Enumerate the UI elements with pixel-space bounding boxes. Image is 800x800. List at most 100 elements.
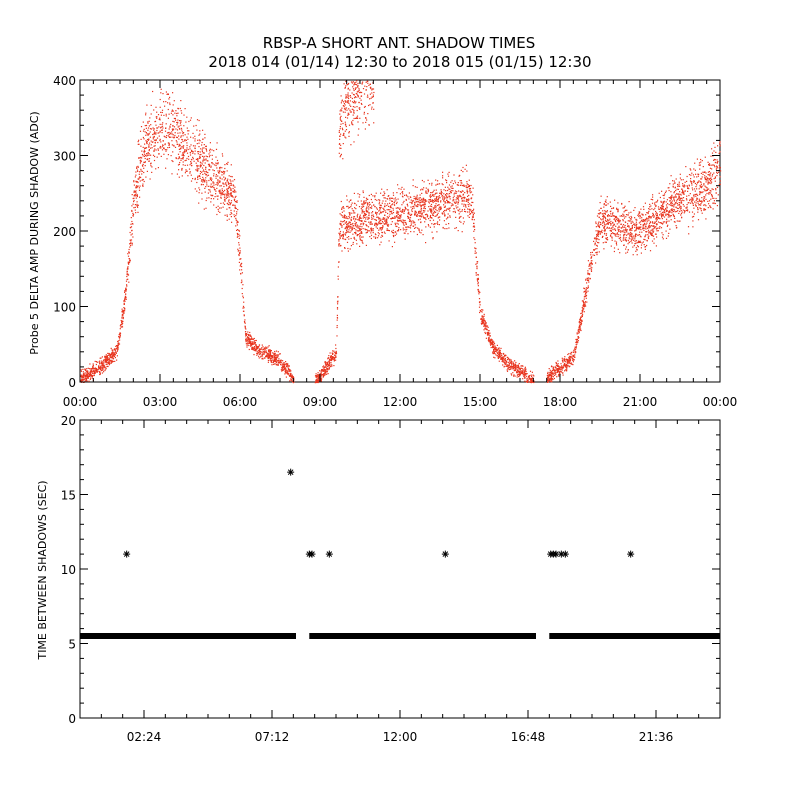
- data-point: [92, 363, 94, 365]
- data-point: [359, 233, 361, 235]
- data-point: [139, 162, 141, 164]
- data-point: [438, 210, 440, 212]
- data-point: [196, 165, 198, 167]
- data-point: [390, 218, 392, 220]
- data-point: [379, 206, 381, 209]
- data-point: [445, 195, 447, 197]
- data-point: [167, 135, 170, 137]
- data-point: [242, 297, 244, 299]
- data-point: [131, 220, 133, 223]
- data-point: [172, 92, 174, 94]
- data-point: [123, 312, 125, 314]
- data-point: [252, 342, 254, 344]
- data-point: [329, 364, 331, 366]
- data-point: [236, 222, 238, 224]
- data-point: [492, 344, 494, 346]
- data-point: [127, 278, 129, 280]
- data-point: [456, 201, 458, 203]
- data-point: [110, 347, 112, 349]
- data-point: [205, 173, 208, 176]
- data-point: [152, 127, 154, 129]
- data-point: [128, 248, 130, 251]
- data-point: [182, 152, 184, 154]
- data-point: [404, 194, 406, 196]
- data-point: [345, 116, 347, 118]
- data-point: [168, 136, 170, 138]
- data-point: [219, 211, 221, 213]
- data-point: [203, 169, 205, 171]
- data-point: [206, 180, 208, 182]
- data-point: [138, 178, 140, 180]
- data-point: [339, 126, 341, 128]
- data-point: [370, 221, 372, 223]
- data-point: [392, 207, 394, 209]
- data-point: [246, 338, 248, 340]
- data-point: [596, 248, 598, 250]
- data-point: [349, 227, 351, 229]
- data-point: [432, 219, 435, 221]
- data-point: [105, 354, 107, 356]
- data-point: [594, 238, 596, 240]
- data-point: [353, 216, 355, 218]
- data-point: [429, 196, 432, 198]
- data-point: [185, 139, 187, 141]
- data-point: [719, 145, 721, 147]
- data-point: [510, 366, 512, 368]
- data-point: [85, 375, 88, 377]
- data-point: [520, 367, 523, 369]
- data-point: [575, 351, 577, 353]
- data-point: [360, 95, 362, 97]
- data-point: [150, 144, 152, 146]
- data-point: [433, 207, 435, 210]
- data-point: [348, 131, 350, 133]
- data-point: [579, 325, 581, 328]
- data-point: [431, 212, 433, 214]
- data-point: [348, 215, 350, 218]
- data-point: [480, 310, 482, 312]
- data-point: [96, 370, 98, 372]
- data-point: [420, 205, 422, 207]
- data-point: [320, 380, 322, 382]
- data-point: [186, 116, 188, 118]
- data-point: [371, 89, 373, 91]
- data-point: [371, 218, 373, 220]
- data-point: [316, 376, 318, 378]
- series-pass-3: [546, 141, 722, 383]
- data-point: [399, 215, 402, 217]
- data-point: [363, 213, 366, 215]
- data-point: [437, 201, 439, 203]
- data-point: [448, 196, 450, 198]
- data-point: [334, 356, 336, 359]
- data-point: [334, 351, 336, 354]
- data-point: [494, 348, 496, 350]
- data-point: [283, 363, 285, 365]
- data-point: [376, 208, 378, 210]
- data-point: [145, 140, 147, 142]
- data-point: [494, 345, 496, 347]
- data-point: [199, 173, 201, 175]
- data-point: [676, 193, 678, 195]
- data-point: [189, 154, 192, 156]
- data-point: [349, 214, 351, 216]
- data-point: [358, 206, 361, 208]
- data-point: [378, 217, 380, 219]
- data-point: [226, 194, 228, 196]
- data-point: [469, 192, 471, 194]
- data-point: [333, 365, 335, 367]
- data-point: [355, 226, 358, 228]
- data-point: [203, 157, 205, 159]
- data-point: [507, 356, 509, 359]
- data-point: [342, 231, 344, 233]
- data-point: [94, 367, 96, 369]
- data-point: [95, 363, 97, 366]
- data-point: [236, 213, 238, 215]
- data-point: [565, 358, 568, 360]
- data-point: [134, 195, 136, 197]
- data-point: [348, 135, 350, 137]
- data-point: [205, 145, 207, 147]
- data-point: [379, 222, 381, 224]
- data-point: [354, 83, 357, 85]
- data-point: [380, 207, 382, 209]
- data-point: [371, 92, 373, 94]
- data-point: [515, 367, 517, 369]
